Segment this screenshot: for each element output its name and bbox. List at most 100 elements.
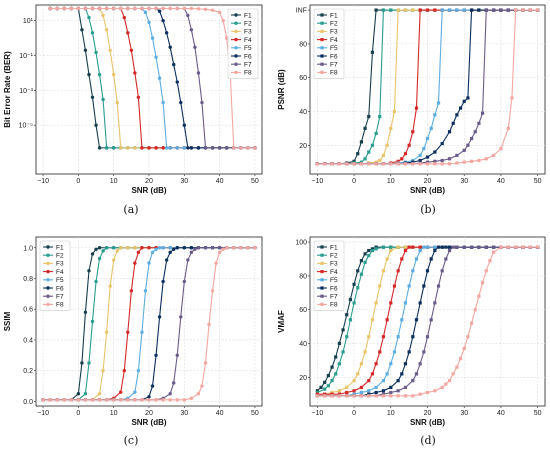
legend-label: F4 <box>244 37 252 44</box>
legend-swatch-marker <box>234 54 238 58</box>
data-point <box>469 8 474 12</box>
data-point <box>455 8 459 12</box>
data-point <box>469 245 474 249</box>
x-tick-label: 10 <box>110 178 118 185</box>
data-point <box>175 398 179 402</box>
data-point <box>392 284 397 288</box>
data-point <box>418 245 422 249</box>
legend-swatch-marker <box>320 21 324 25</box>
data-point <box>111 398 116 402</box>
panel-caption: (c) <box>124 434 139 447</box>
x-tick-label: 50 <box>251 410 259 417</box>
data-point <box>133 6 137 11</box>
data-point <box>232 246 236 250</box>
data-point <box>352 301 356 305</box>
data-point <box>200 100 204 105</box>
data-point <box>506 8 510 12</box>
data-point <box>133 146 137 150</box>
data-point <box>407 143 411 147</box>
data-point <box>425 245 430 249</box>
x-tick-label: 40 <box>497 178 505 185</box>
data-point <box>370 248 375 253</box>
data-point <box>319 385 323 390</box>
y-tick-label: 0.0 <box>23 399 33 406</box>
data-point <box>447 248 452 253</box>
data-point <box>80 361 84 365</box>
data-point <box>217 246 222 250</box>
data-point <box>411 130 415 134</box>
chart-panel-d: −10 0 10 20 30 40 50 20 40 60 80 100 SNR (dB) VMAF (d)… <box>277 236 546 447</box>
data-point <box>451 372 455 376</box>
data-point <box>381 394 386 398</box>
x-tick-label: 30 <box>460 410 468 417</box>
data-point <box>337 162 341 166</box>
data-point <box>367 394 371 398</box>
data-point <box>323 162 327 166</box>
data-point <box>154 353 158 357</box>
data-point <box>370 247 375 251</box>
data-point <box>429 126 433 130</box>
data-point <box>403 8 408 12</box>
legend-label: F8 <box>56 302 64 309</box>
data-point <box>157 246 162 250</box>
data-point <box>536 245 540 249</box>
data-point <box>239 146 243 150</box>
data-point <box>359 362 364 366</box>
data-point <box>143 289 148 293</box>
data-point <box>133 261 137 265</box>
data-point <box>444 245 448 249</box>
legend-swatch-marker <box>234 21 238 25</box>
data-point <box>378 284 382 288</box>
data-point <box>425 269 430 273</box>
legend-swatch-marker <box>320 46 324 50</box>
data-point <box>414 318 419 322</box>
data-point <box>147 20 151 25</box>
data-point <box>90 319 95 324</box>
data-point <box>433 150 437 154</box>
legend-box <box>227 8 259 79</box>
data-point <box>392 350 397 354</box>
data-point <box>455 113 459 117</box>
data-point <box>396 245 400 249</box>
legend-swatch-marker <box>320 253 324 257</box>
data-point <box>447 379 452 383</box>
data-point <box>418 362 422 366</box>
data-point <box>161 146 165 150</box>
data-point <box>87 72 91 77</box>
legend-swatch-marker <box>320 38 324 42</box>
legend-swatch-marker <box>320 29 324 33</box>
data-point <box>359 272 364 276</box>
data-point <box>119 6 123 11</box>
data-point <box>484 245 488 249</box>
data-point <box>119 390 123 394</box>
data-point <box>469 159 474 163</box>
data-point <box>400 318 404 322</box>
x-tick-label: 30 <box>460 178 468 185</box>
data-point <box>348 318 352 322</box>
legend-label: F4 <box>330 269 338 276</box>
data-point <box>345 313 349 317</box>
legend-label: F6 <box>56 285 64 292</box>
y-tick-label: 100 <box>295 240 307 247</box>
data-point <box>455 161 459 165</box>
data-point <box>90 6 95 11</box>
data-point <box>381 392 386 396</box>
data-point <box>330 379 334 383</box>
data-point <box>370 50 375 54</box>
data-point <box>491 250 496 254</box>
data-point <box>69 398 74 402</box>
data-point <box>182 279 187 284</box>
data-point <box>196 146 201 150</box>
data-point <box>352 389 356 393</box>
data-point <box>433 8 437 12</box>
data-point <box>528 245 532 249</box>
data-point <box>330 394 334 398</box>
data-point <box>429 318 433 322</box>
legend-swatch-marker <box>46 286 50 290</box>
data-point <box>403 152 408 156</box>
data-point <box>400 257 404 261</box>
data-point <box>403 394 408 398</box>
data-point <box>203 7 208 11</box>
